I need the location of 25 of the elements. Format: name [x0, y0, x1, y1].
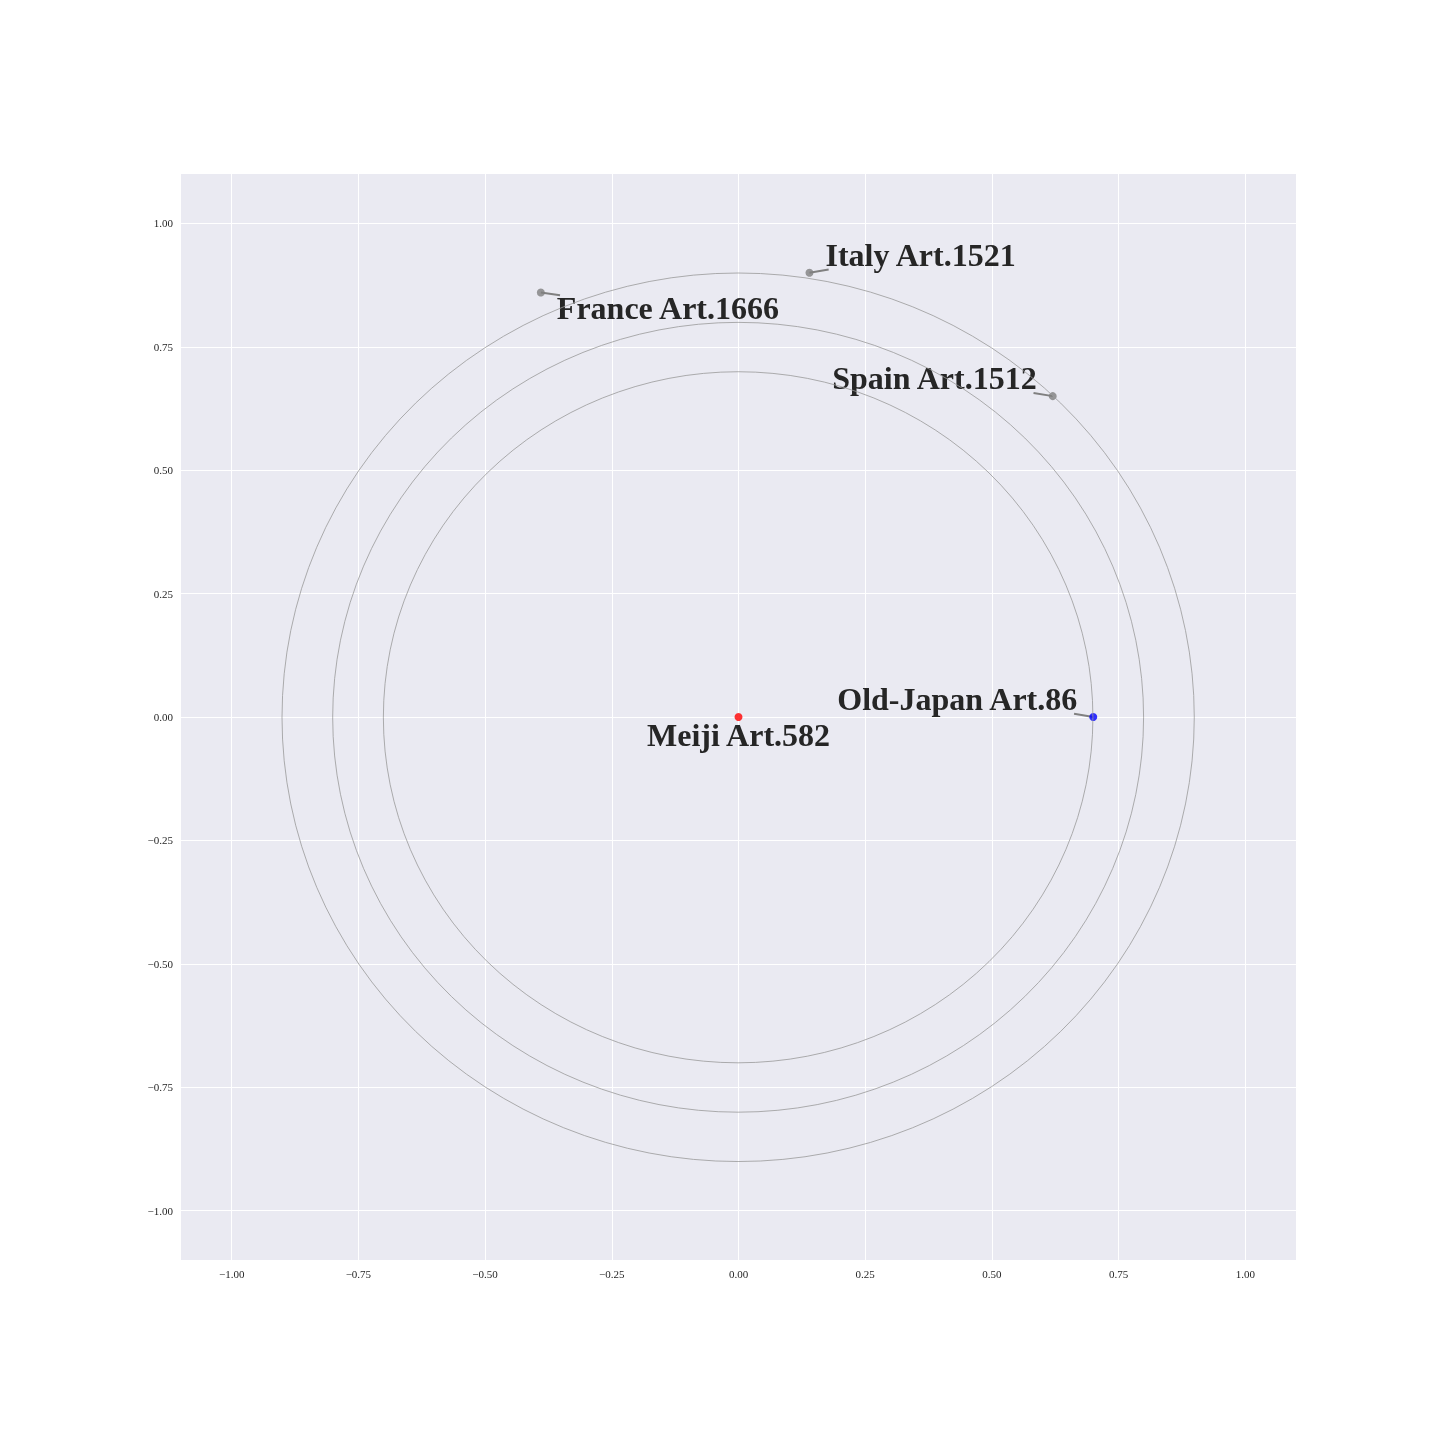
- x-tick-label: 0.50: [982, 1267, 1003, 1280]
- x-tick-label: −1.00: [218, 1267, 245, 1280]
- annotation: Old-Japan Art.86: [837, 681, 1078, 717]
- x-tick-label: −0.50: [472, 1267, 499, 1280]
- x-tick-label: −0.25: [599, 1267, 626, 1280]
- y-tick-label: −0.75: [147, 1081, 174, 1094]
- x-tick-label: 1.00: [1235, 1267, 1256, 1280]
- y-tick-label: −0.50: [147, 957, 174, 970]
- x-tick-label: 0.25: [855, 1267, 876, 1280]
- y-tick-label: 0.25: [153, 587, 174, 600]
- x-tick-label: 0.00: [728, 1267, 749, 1280]
- y-tick-label: −1.00: [147, 1204, 174, 1217]
- annotation: France Art.1666: [556, 290, 779, 327]
- point: [805, 268, 814, 277]
- annotation: Spain Art.1512: [832, 360, 1037, 397]
- x-tick-label: 0.75: [1108, 1267, 1129, 1280]
- y-tick-label: −0.25: [147, 834, 174, 847]
- point: [536, 288, 545, 297]
- y-tick-label: 0.50: [153, 464, 174, 477]
- y-tick-label: 0.75: [153, 340, 174, 353]
- x-tick-label: −0.75: [345, 1267, 372, 1280]
- annotation: Meiji Art.582: [646, 717, 831, 753]
- y-tick-label: 1.00: [153, 217, 174, 230]
- annotation: Italy Art.1521: [825, 236, 1016, 273]
- y-tick-label: 0.00: [153, 711, 174, 723]
